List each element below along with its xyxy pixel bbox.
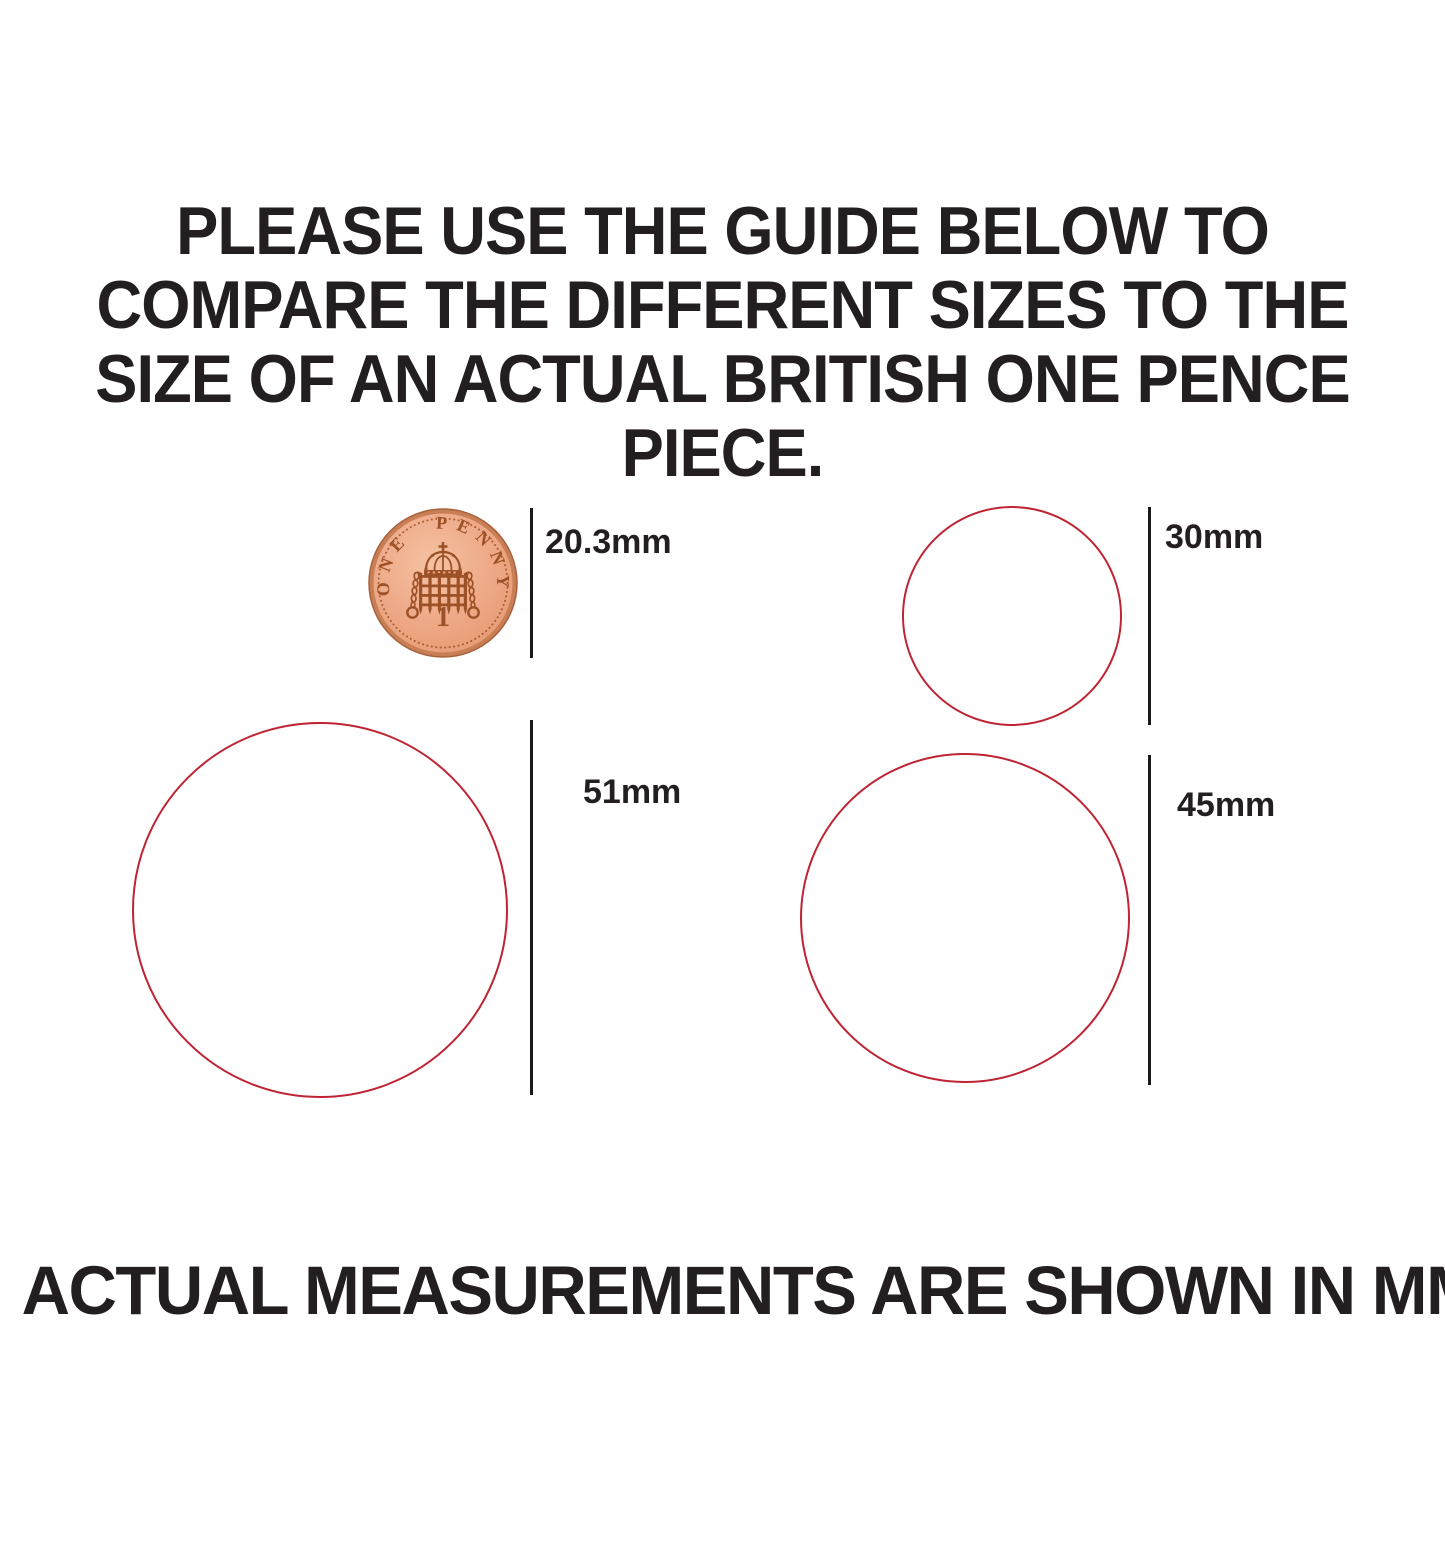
footer-note: ACTUAL MEASUREMENTS ARE SHOWN IN MM — [21, 1252, 1445, 1329]
measure-line-penny — [530, 508, 533, 658]
measure-line-51mm — [530, 720, 533, 1095]
circle-45mm — [800, 753, 1130, 1083]
page-title-line-2: COMPARE THE DIFFERENT SIZES TO THE — [96, 267, 1349, 343]
penny-coin-image: ONE PENNY — [368, 508, 518, 658]
measure-line-30mm — [1148, 507, 1151, 725]
portcullis-grid — [419, 573, 467, 615]
coin-body — [368, 508, 518, 658]
portcullis-chains — [406, 570, 480, 619]
circle-51mm — [132, 722, 508, 1098]
circle-30mm — [902, 506, 1122, 726]
page-title-line-4: PIECE. — [621, 415, 825, 491]
coin-dotted-ring — [377, 517, 509, 649]
label-penny-size: 20.3mm — [545, 523, 672, 561]
page-title-line-1: PLEASE USE THE GUIDE BELOW TO — [176, 193, 1270, 269]
coin-denomination: 1 — [436, 602, 450, 633]
measure-line-45mm — [1148, 755, 1151, 1085]
page-title: PLEASE USE THE GUIDE BELOW TO COMPARE TH… — [0, 194, 1445, 490]
label-45mm: 45mm — [1177, 786, 1276, 824]
label-51mm: 51mm — [583, 773, 682, 811]
page-title-line-3: SIZE OF AN ACTUAL BRITISH ONE PENCE — [95, 341, 1351, 417]
label-30mm: 30mm — [1165, 518, 1264, 556]
portcullis-emblem: 1 — [406, 542, 480, 633]
